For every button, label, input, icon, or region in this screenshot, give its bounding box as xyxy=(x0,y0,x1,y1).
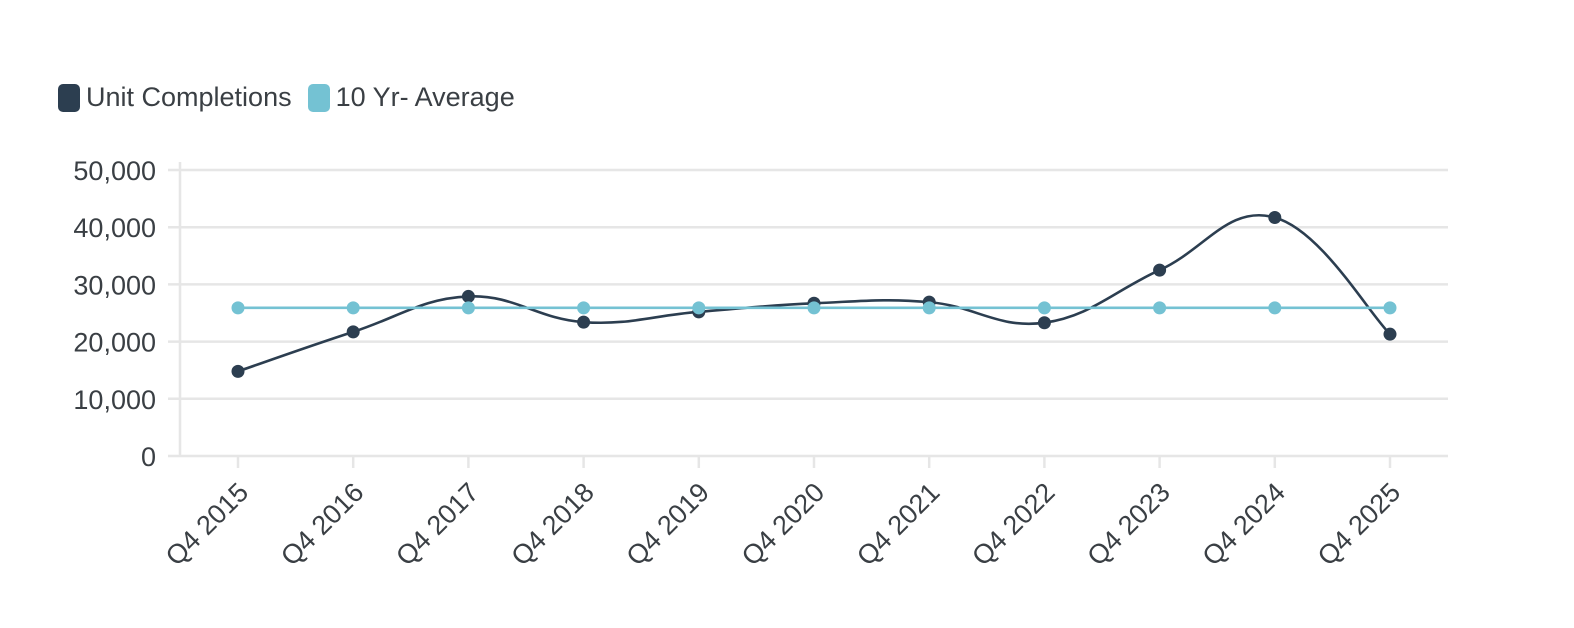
y-tick-label: 30,000 xyxy=(73,270,156,300)
data-point-10-yr-average xyxy=(692,301,706,315)
data-point-10-yr-average xyxy=(461,301,475,315)
x-tick-label: Q4 2018 xyxy=(505,477,599,571)
data-point-10-yr-average xyxy=(1268,301,1282,315)
data-point-unit-completions xyxy=(1153,263,1167,277)
data-point-unit-completions xyxy=(346,325,360,339)
data-point-10-yr-average xyxy=(577,301,591,315)
legend-label-10yr-average: 10 Yr- Average xyxy=(335,82,515,112)
data-point-unit-completions xyxy=(1037,316,1051,330)
data-point-unit-completions xyxy=(231,364,245,378)
legend-item-unit-completions[interactable]: Unit Completions xyxy=(58,82,292,113)
legend: Unit Completions 10 Yr- Average xyxy=(58,82,515,113)
x-tick-label: Q4 2017 xyxy=(390,477,484,571)
data-point-10-yr-average xyxy=(1037,301,1051,315)
data-point-10-yr-average xyxy=(231,301,245,315)
data-point-10-yr-average xyxy=(346,301,360,315)
data-point-unit-completions xyxy=(1268,210,1282,224)
y-tick-label: 50,000 xyxy=(73,156,156,186)
series-line-unit-completions xyxy=(237,214,1391,373)
data-point-unit-completions xyxy=(577,315,591,329)
legend-swatch-10yr-average xyxy=(307,83,330,112)
data-point-10-yr-average xyxy=(1383,301,1397,315)
x-tick-label: Q4 2022 xyxy=(966,477,1060,571)
data-point-unit-completions xyxy=(1383,327,1397,341)
x-tick-label: Q4 2016 xyxy=(275,477,369,571)
legend-swatch-unit-completions xyxy=(58,83,80,112)
legend-label-unit-completions: Unit Completions xyxy=(86,82,292,112)
x-tick-label: Q4 2024 xyxy=(1197,477,1291,571)
y-tick-label: 40,000 xyxy=(73,213,156,243)
x-tick-label: Q4 2023 xyxy=(1081,477,1175,571)
y-tick-label: 10,000 xyxy=(73,385,156,415)
x-tick-label: Q4 2025 xyxy=(1312,477,1406,571)
y-tick-label: 0 xyxy=(141,442,156,472)
data-point-10-yr-average xyxy=(922,301,936,315)
y-tick-label: 20,000 xyxy=(73,328,156,358)
x-tick-label: Q4 2019 xyxy=(621,477,715,571)
x-tick-label: Q4 2021 xyxy=(851,477,945,571)
x-tick-label: Q4 2015 xyxy=(160,477,254,571)
x-tick-label: Q4 2020 xyxy=(736,477,830,571)
data-point-10-yr-average xyxy=(807,301,821,315)
data-point-10-yr-average xyxy=(1153,301,1167,315)
data-point-unit-completions xyxy=(461,289,475,303)
legend-item-10yr-average[interactable]: 10 Yr- Average xyxy=(307,82,515,113)
